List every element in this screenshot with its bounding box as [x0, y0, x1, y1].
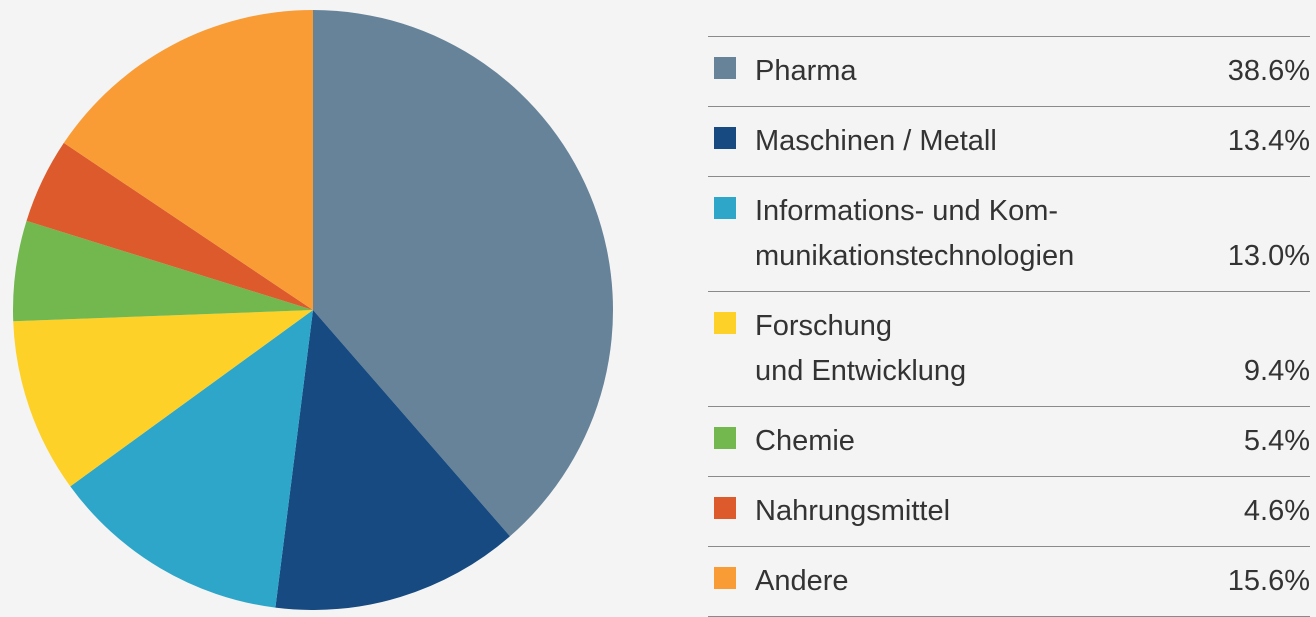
legend-label: Nahrungsmittel	[755, 495, 951, 527]
legend-row: Andere 15.6%	[708, 547, 1310, 617]
legend-row: Forschung und Entwicklung 9.4%	[708, 292, 1310, 407]
legend-value: 38.6%	[1227, 55, 1310, 87]
legend-row: Pharma 38.6%	[708, 37, 1310, 107]
pie-slice	[275, 310, 510, 610]
legend-value: 15.6%	[1227, 565, 1310, 597]
pie-slice	[13, 310, 313, 487]
legend-row: Chemie 5.4%	[708, 407, 1310, 477]
legend-swatch	[714, 312, 736, 334]
pie-chart	[12, 10, 614, 610]
pie-slice	[26, 142, 313, 310]
legend-row: Informations- und Kom- munikationstechno…	[708, 177, 1310, 292]
legend-value: 5.4%	[1243, 425, 1310, 457]
legend-label: Andere	[755, 565, 849, 597]
legend-label: Pharma	[755, 55, 857, 87]
pie-slice	[63, 10, 314, 310]
legend: Pharma 38.6% Maschinen / Metall 13.4% Inform…	[708, 36, 1310, 617]
legend-swatch	[714, 497, 736, 519]
legend-swatch	[714, 197, 736, 219]
legend-label: Chemie	[755, 425, 855, 457]
pie-slice	[70, 310, 314, 608]
pie-slice	[313, 10, 614, 537]
pie-slice	[12, 220, 313, 322]
legend-label: Maschinen / Metall	[755, 125, 997, 157]
legend-value: 13.0%	[1227, 240, 1310, 272]
legend-label: Forschung und Entwicklung	[755, 310, 967, 387]
legend-swatch	[714, 57, 736, 79]
legend-swatch	[714, 127, 736, 149]
legend-label: Informations- und Kom- munikationstechno…	[755, 195, 1075, 272]
legend-value: 13.4%	[1227, 125, 1310, 157]
legend-value: 4.6%	[1243, 495, 1310, 527]
legend-value: 9.4%	[1243, 355, 1310, 387]
legend-swatch	[714, 567, 736, 589]
legend-row: Nahrungsmittel 4.6%	[708, 477, 1310, 547]
legend-swatch	[714, 427, 736, 449]
legend-row: Maschinen / Metall 13.4%	[708, 107, 1310, 177]
